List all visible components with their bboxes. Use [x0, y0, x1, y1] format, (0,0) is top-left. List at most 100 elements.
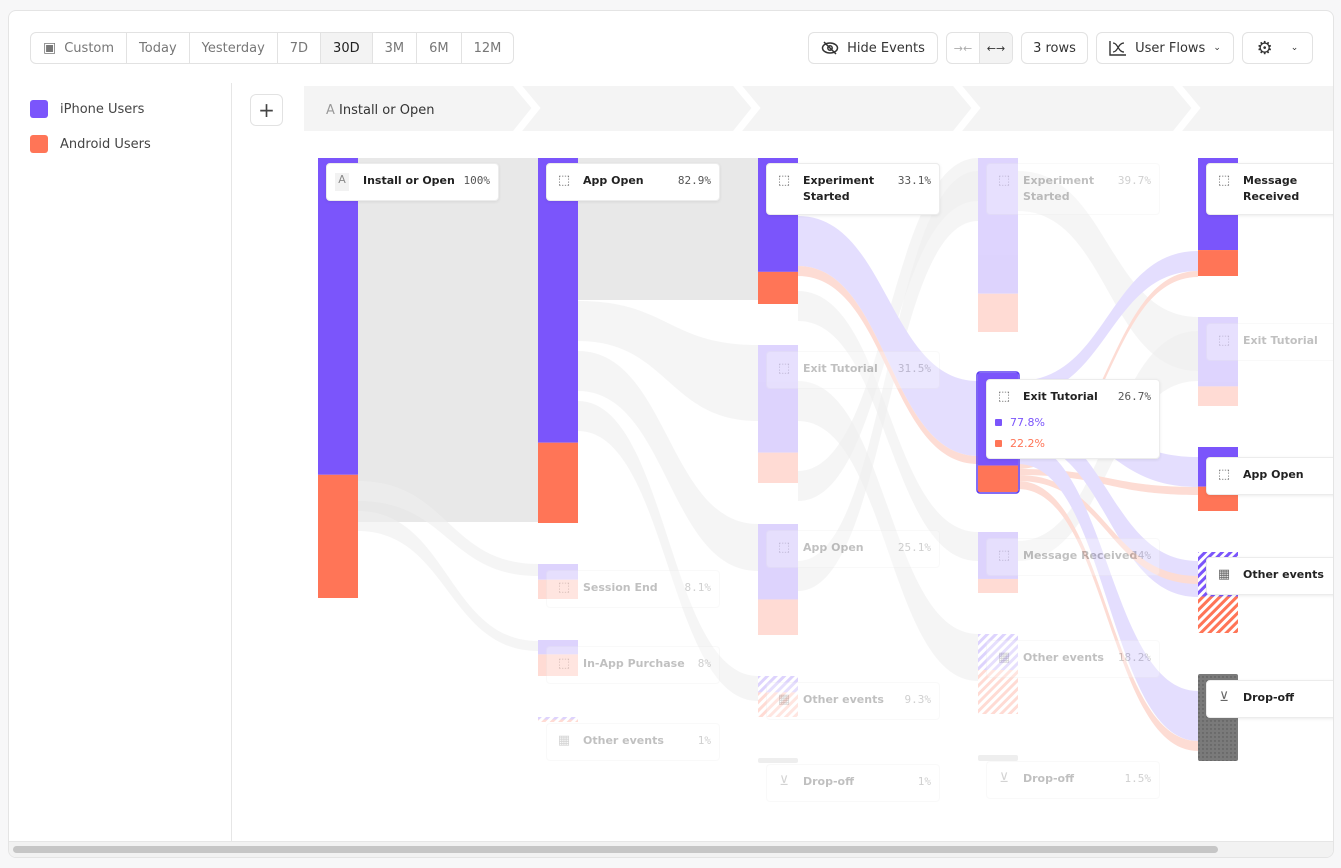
node-card-exit-tutorial[interactable]: ⬚ Exit Tutorial 31.5%	[766, 351, 940, 389]
android-segment	[978, 578, 1018, 593]
rows-button[interactable]: 3 rows	[1021, 32, 1088, 64]
cursor-click-icon: ⬚	[1217, 333, 1231, 348]
date-range-12m[interactable]: 12M	[462, 33, 514, 63]
grid-icon: ▦	[557, 733, 571, 748]
flow-experiment-to-exit-android	[798, 266, 978, 464]
node-bar	[318, 158, 358, 598]
node-percent: 26.7%	[1117, 390, 1151, 403]
node-card-message-received[interactable]: ⬚ Message Received 14%	[986, 538, 1160, 576]
date-range-selector: ▣ Custom Today Yesterday 7D 30D 3M 6M 12M	[30, 32, 515, 64]
node-card-drop-off[interactable]: ⊻ Drop-off 1%	[766, 764, 940, 802]
node-card-in-app-purchase[interactable]: ⬚ In-App Purchase 8%	[546, 646, 720, 684]
rows-label: 3 rows	[1033, 40, 1076, 56]
node-card-exit-tutorial[interactable]: ⬚ Exit Tutorial 26.7% 77.8% 22.2%	[986, 379, 1160, 459]
date-range-30d[interactable]: 30D	[321, 33, 373, 63]
legend-label: Android Users	[60, 136, 151, 152]
chevron-down-icon: ⌄	[1290, 43, 1299, 53]
legend-iphone[interactable]: iPhone Users	[30, 100, 144, 118]
iphone-segment	[978, 158, 1018, 294]
grid-icon: ▦	[1217, 567, 1231, 582]
view-selector[interactable]: User Flows ⌄	[1096, 32, 1234, 64]
node-card-exit-tutorial[interactable]: ⬚ Exit Tutorial	[1206, 323, 1333, 361]
flow-exit-to-dropoff-android	[1018, 481, 1198, 751]
node-percent: 8%	[697, 657, 711, 670]
grid-icon: ▦	[777, 692, 791, 707]
iphone-segment	[538, 158, 578, 443]
node-card-experiment-started[interactable]: ⬚ Experiment Started 33.1%	[766, 163, 940, 215]
iphone-segment	[1198, 317, 1238, 387]
date-range-7d[interactable]: 7D	[278, 33, 322, 63]
iphone-segment	[538, 640, 578, 655]
cursor-click-icon: ⬚	[777, 361, 791, 376]
node-card-drop-off[interactable]: ⊻ Drop-off 1.5%	[986, 761, 1160, 799]
flow-install-to-app-open	[358, 158, 538, 522]
legend-android[interactable]: Android Users	[30, 135, 151, 153]
step-name: Install or Open	[339, 103, 434, 118]
view-label: User Flows	[1135, 40, 1206, 56]
node-card-experiment-started[interactable]: ⬚ Experiment Started 39.7%	[986, 163, 1160, 215]
cursor-click-icon: ⬚	[997, 389, 1011, 404]
node-bar	[758, 676, 798, 717]
window: ▣ Custom Today Yesterday 7D 30D 3M 6M 12M Hide E…	[8, 10, 1334, 858]
chevron-down-icon: ⌄	[1213, 43, 1221, 53]
node-percent: 100%	[463, 174, 491, 187]
date-range-today[interactable]: Today	[127, 33, 190, 63]
collapse-expand-toggle[interactable]: →← ←→	[946, 32, 1013, 64]
background-flow	[578, 401, 758, 701]
step-header-0	[300, 82, 537, 135]
legend-swatch	[30, 100, 48, 118]
node-label: Other events	[1243, 568, 1324, 581]
step-letter-icon: A	[335, 173, 349, 191]
legend-label: iPhone Users	[60, 101, 145, 117]
grid-icon: ▦	[997, 650, 1011, 665]
date-range-label: Today	[139, 40, 177, 56]
iphone-segment	[758, 524, 798, 600]
date-range-6m[interactable]: 6M	[417, 33, 462, 63]
node-card-drop-off[interactable]: ⊻ Drop-off	[1206, 680, 1333, 718]
node-label: App Open	[583, 174, 644, 187]
cursor-click-icon: ⬚	[777, 173, 791, 188]
date-range-yesterday[interactable]: Yesterday	[190, 33, 278, 63]
add-step-button[interactable]: +	[250, 94, 283, 126]
cursor-click-icon: ⬚	[777, 540, 791, 555]
arrow-down-circle-icon: ⊻	[1219, 690, 1229, 705]
node-card-message-received[interactable]: ⬚ Message Received	[1206, 163, 1333, 215]
node-card-app-open[interactable]: ⬚ App Open 25.1%	[766, 530, 940, 568]
node-label: Drop-off	[803, 775, 855, 788]
sidebar-divider	[231, 83, 232, 851]
node-card-other-events[interactable]: ▦ Other events 9.3%	[766, 682, 940, 720]
dropoff-bar	[978, 755, 1018, 761]
node-bar	[538, 640, 578, 676]
collapse-icon[interactable]: →←	[953, 41, 973, 55]
expand-icon[interactable]: ←→	[979, 33, 1012, 63]
node-percent: 31.5%	[897, 362, 931, 375]
android-segment	[758, 692, 798, 717]
cursor-click-icon: ⬚	[1217, 467, 1231, 482]
node-label: Exit Tutorial	[1023, 390, 1098, 403]
settings-button[interactable]: ⚙ ⌄	[1242, 32, 1313, 64]
node-card-app-open[interactable]: ⬚ App Open	[1206, 457, 1333, 495]
android-segment	[538, 579, 578, 599]
horizontal-scrollbar[interactable]	[9, 841, 1333, 857]
node-card-other-events[interactable]: ▦ Other events 1%	[546, 723, 720, 761]
flow-exit-to-dropoff-iphone	[1018, 441, 1198, 741]
node-card-other-events[interactable]: ▦ Other events	[1206, 557, 1333, 595]
node-label: Other events	[803, 693, 884, 706]
node-card-session-end[interactable]: ⬚ Session End 8.1%	[546, 570, 720, 608]
node-percent: 25.1%	[897, 541, 931, 554]
date-range-custom[interactable]: ▣ Custom	[31, 33, 128, 63]
scrollbar-thumb[interactable]	[13, 846, 1218, 853]
background-flow	[798, 381, 978, 681]
node-card-app-open[interactable]: ⬚ App Open 82.9%	[546, 163, 720, 201]
step-header-1	[513, 82, 757, 135]
node-bar	[978, 634, 1018, 714]
node-percent: 14%	[1131, 549, 1151, 562]
date-range-3m[interactable]: 3M	[373, 33, 418, 63]
node-card-install-or-open[interactable]: A Install or Open 100%	[326, 163, 499, 201]
arrow-down-circle-icon: ⊻	[999, 771, 1009, 786]
node-card-other-events[interactable]: ▦ Other events 18.2%	[986, 640, 1160, 678]
android-segment	[1198, 386, 1238, 406]
cursor-click-icon: ⬚	[997, 548, 1011, 563]
share-swatch	[995, 440, 1002, 447]
hide-events-button[interactable]: Hide Events	[808, 32, 938, 64]
